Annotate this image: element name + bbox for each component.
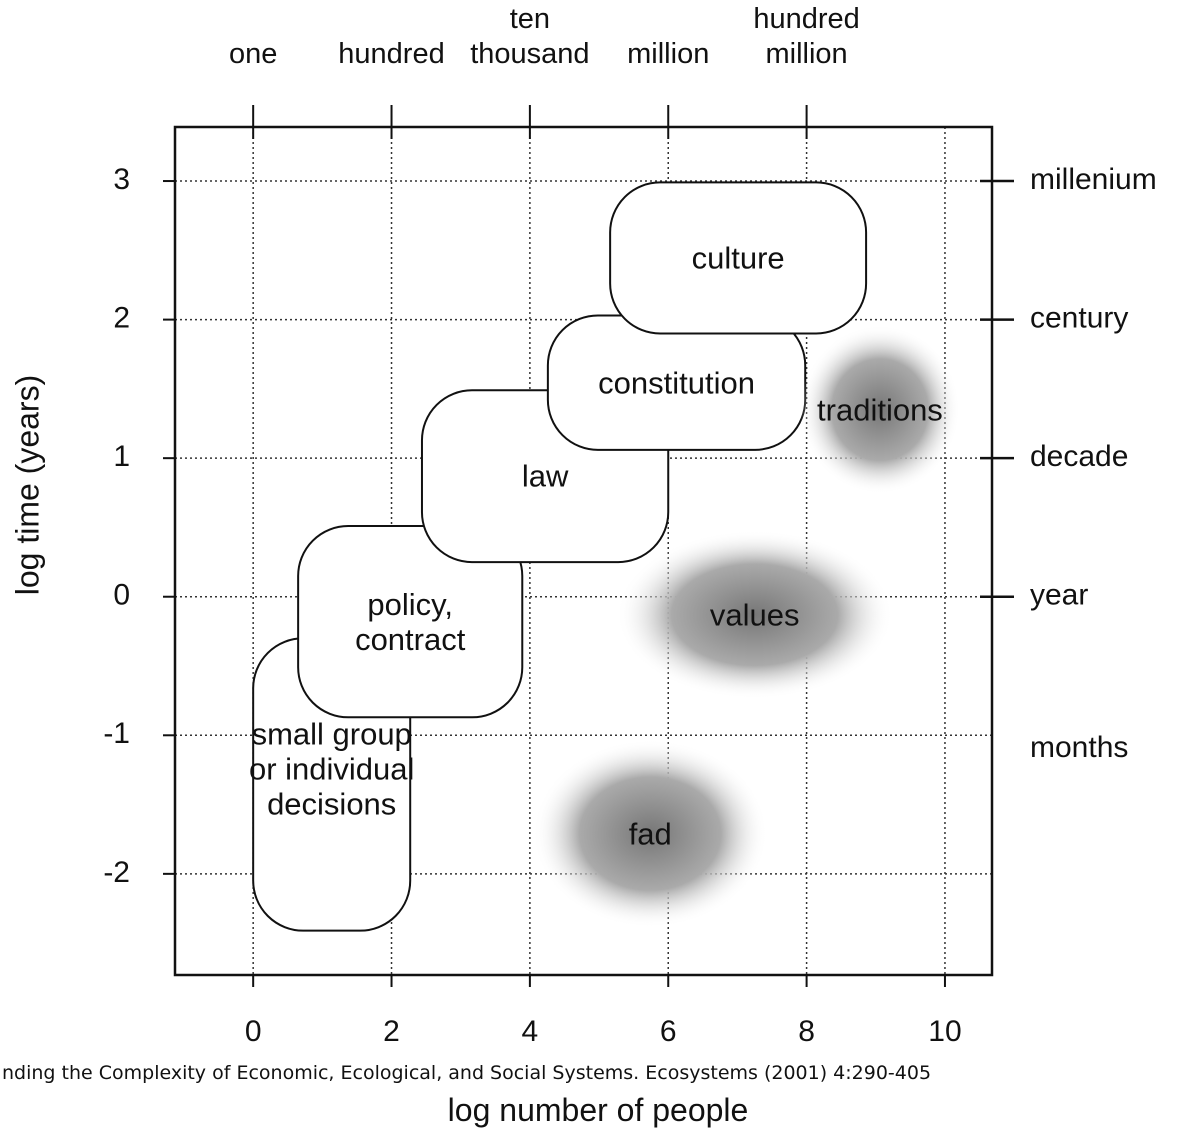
- x-tick-label: 10: [928, 1015, 961, 1048]
- region-cloud: [799, 325, 961, 495]
- y-tick-label: 0: [113, 579, 130, 612]
- y-tick-label: -2: [103, 856, 130, 889]
- region-label: policy, contract: [355, 586, 466, 657]
- x-axis-label: log number of people: [447, 1092, 749, 1128]
- y2-tick-label: year: [1030, 579, 1088, 612]
- y-tick-label: -1: [103, 717, 130, 750]
- y-axis-label: log time (years): [9, 374, 46, 596]
- x2-tick-label: million: [627, 38, 710, 70]
- x2-tick-label: hundred million: [753, 3, 860, 70]
- x2-tick-label: one: [228, 38, 278, 70]
- x-tick-label: 2: [383, 1015, 400, 1048]
- y2-tick-label: decade: [1030, 440, 1128, 473]
- region-cloud: [532, 739, 768, 928]
- region-label: small group or individual decisions: [248, 716, 415, 822]
- x-tick-label: 0: [245, 1015, 262, 1048]
- x2-tick-label: hundred: [338, 38, 445, 70]
- x-tick-label: 8: [798, 1015, 815, 1048]
- region-label: fad: [628, 816, 672, 852]
- region-cloud: [616, 530, 894, 700]
- x-tick-label: 6: [660, 1015, 677, 1048]
- region-label: culture: [691, 240, 785, 276]
- y2-tick-label: century: [1030, 302, 1128, 335]
- region-label: values: [709, 597, 800, 633]
- y-tick-label: 3: [113, 163, 130, 196]
- y-tick-label: 1: [113, 440, 130, 473]
- region-label: constitution: [598, 365, 755, 401]
- region-box: [609, 181, 868, 335]
- region-label: law: [521, 458, 569, 494]
- y2-tick-label: months: [1030, 731, 1128, 764]
- x-tick-label: 4: [522, 1015, 539, 1048]
- caption: nding the Complexity of Economic, Ecolog…: [2, 1062, 932, 1084]
- plot-frame: [173, 125, 994, 977]
- region-label: traditions: [817, 392, 943, 428]
- region-box: [297, 525, 524, 719]
- y-tick-label: 2: [113, 302, 130, 335]
- y2-tick-label: millenium: [1030, 163, 1157, 196]
- x2-tick-label: ten thousand: [470, 3, 590, 70]
